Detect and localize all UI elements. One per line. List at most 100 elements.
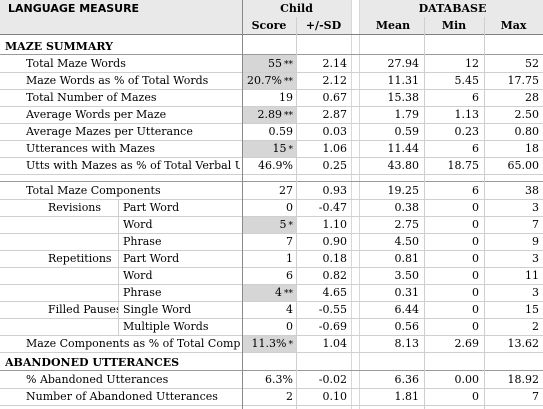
min-value: 0: [472, 390, 479, 403]
score-cell: 2.89 **: [242, 106, 296, 123]
significance-flag: *: [288, 221, 294, 231]
row-divider: [0, 123, 543, 124]
table-row: Total Maze Words 55 ** 2.14 27.94 12 52: [0, 55, 543, 72]
score-value: 4: [275, 286, 282, 299]
row-divider: [0, 140, 543, 141]
min-value: 6: [472, 91, 479, 104]
row-divider: [0, 181, 543, 182]
measure-label: Average Mazes per Utterance: [26, 125, 193, 138]
max-value: 9: [532, 235, 539, 248]
score-cell: 27: [242, 182, 296, 199]
sd-value: 2.14: [322, 57, 348, 70]
significance-flag: **: [284, 60, 293, 70]
table-row: Number of Abandoned Utterances 2 0.10 1.81 0…: [0, 388, 543, 405]
significance-flag: *: [288, 340, 294, 350]
column-gap: [351, 0, 360, 409]
column-divider: [484, 17, 485, 409]
score-value: 20.7%: [247, 74, 282, 87]
max-value: 3: [532, 286, 539, 299]
score-value: 7: [286, 235, 293, 248]
row-divider: [0, 216, 543, 217]
col-header-score: Score: [251, 19, 287, 32]
min-value: 0.23: [454, 125, 480, 138]
sd-value: 1.10: [322, 218, 348, 231]
score-cell: 6: [242, 267, 296, 284]
row-divider: [0, 335, 543, 336]
col-header-min: Min: [441, 19, 467, 32]
sd-value: -0.02: [318, 373, 347, 386]
mean-value: 0.59: [394, 125, 420, 138]
score-cell: 46.9%: [242, 157, 296, 174]
max-value: 18: [525, 142, 539, 155]
score-cell: 6.3%: [242, 371, 296, 388]
table-row: Average Words per Maze 2.89 ** 2.87 1.79 1.13…: [0, 106, 543, 123]
measure-label: Average Words per Maze: [26, 108, 167, 121]
max-value: 0.80: [514, 125, 540, 138]
max-value: 15: [525, 303, 539, 316]
mean-value: 1.79: [394, 108, 420, 121]
significance-flag: **: [284, 77, 293, 87]
col-header-sd: +/-SD: [305, 19, 342, 32]
sd-value: 0.03: [322, 125, 348, 138]
column-divider: [424, 17, 425, 409]
min-value: 0: [472, 303, 479, 316]
max-value: 11: [525, 269, 539, 282]
score-cell: 7: [242, 233, 296, 250]
max-value: 65.00: [507, 159, 540, 172]
row-divider: [0, 405, 543, 406]
sd-value: 0.25: [322, 159, 348, 172]
sd-value: 2.87: [322, 108, 348, 121]
table-row: Maze Words as % of Total Words 20.7% ** 2.1…: [0, 72, 543, 89]
significance-flag: **: [284, 111, 293, 121]
score-value: 4: [286, 303, 293, 316]
table-row: Revisions Part Word 0 -0.47 0.38 0 3: [0, 199, 543, 216]
mean-value: 0.38: [394, 201, 420, 214]
mean-value: 27.94: [387, 57, 420, 70]
row-divider: [0, 233, 543, 234]
sd-value: 0.10: [322, 390, 348, 403]
table-row: Utterances with Mazes 15 * 1.06 11.44 6 18: [0, 140, 543, 157]
row-divider: [0, 157, 543, 158]
sd-value: -0.47: [318, 201, 347, 214]
col-header-max: Max: [500, 19, 527, 32]
row-divider: [0, 284, 543, 285]
row-divider: [0, 34, 543, 35]
col-header-language-measure: LANGUAGE MEASURE: [8, 2, 140, 15]
mean-value: 4.50: [394, 235, 420, 248]
min-value: 0: [472, 201, 479, 214]
table-row: Word 6 0.82 3.50 0 11: [0, 267, 543, 284]
score-value: 5: [279, 218, 287, 231]
mean-value: 0.81: [394, 252, 420, 265]
min-value: 12: [465, 57, 479, 70]
score-value: 27: [279, 184, 293, 197]
min-value: 0: [472, 218, 479, 231]
group-label: Revisions: [48, 201, 102, 214]
mean-value: 2.75: [394, 218, 420, 231]
score-value: 0.59: [268, 125, 294, 138]
score-cell: 0: [242, 318, 296, 335]
section-abandoned-utterances: ABANDONED UTTERANCES: [0, 354, 543, 371]
sub-measure-label: Part Word: [123, 201, 180, 214]
min-value: 6: [472, 142, 479, 155]
row-divider: [0, 352, 543, 353]
measure-label: % Abandoned Utterances: [26, 373, 169, 386]
sd-value: 4.65: [322, 286, 348, 299]
score-cell: 4: [242, 301, 296, 318]
col-header-child: Child: [280, 2, 313, 15]
sub-measure-label: Word: [123, 269, 153, 282]
mean-value: 0.56: [394, 320, 420, 333]
table-row: Multiple Words 0 -0.69 0.56 0 2: [0, 318, 543, 335]
score-value: 2.89: [257, 108, 283, 121]
max-value: 52: [525, 57, 539, 70]
row-divider: [0, 370, 543, 371]
section-title-abandoned-utterances: ABANDONED UTTERANCES: [5, 356, 180, 369]
score-cell: 0: [242, 199, 296, 216]
header-row-1: LANGUAGE MEASURE Child DATABASE: [0, 0, 543, 17]
max-value: 7: [532, 390, 539, 403]
mean-value: 8.13: [394, 337, 420, 350]
mean-value: 15.38: [387, 91, 420, 104]
score-value: 2: [286, 390, 293, 403]
max-value: 7: [532, 218, 539, 231]
sd-value: 0.18: [322, 252, 348, 265]
table-row: Phrase 4 ** 4.65 0.31 0 3: [0, 284, 543, 301]
